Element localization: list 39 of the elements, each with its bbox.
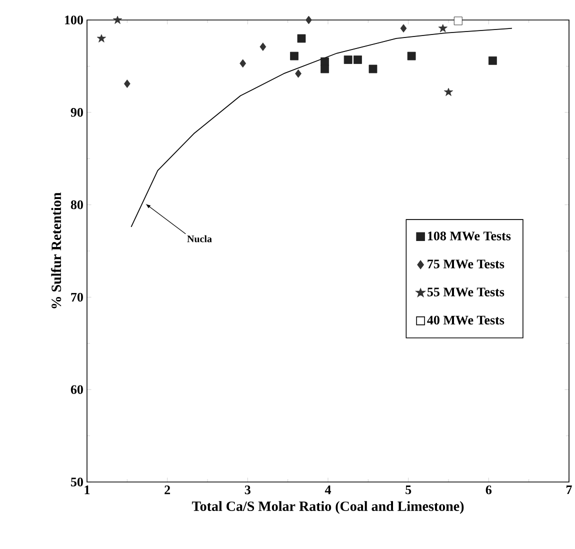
- annotation: Nucla: [187, 235, 212, 242]
- point: [290, 52, 298, 60]
- point: [96, 34, 106, 42]
- y-tick-label: 60: [70, 385, 83, 394]
- x-axis-title: Total Ca/S Molar Ratio (Coal and Limestone): [192, 501, 464, 514]
- point: [112, 16, 122, 24]
- point: [354, 56, 362, 64]
- x-tick-label: 5: [406, 486, 412, 494]
- legend-label: 75 MWe Tests: [428, 260, 504, 268]
- point: [488, 56, 497, 65]
- y-tick-label: 90: [70, 108, 83, 117]
- legend-label: 40 MWe Tests: [427, 316, 504, 325]
- point: [344, 56, 352, 64]
- legend-label: 108 MWe Tests: [428, 232, 511, 240]
- x-tick-label: 4: [324, 486, 332, 494]
- y-tick-label: 70: [71, 292, 83, 302]
- x-tick-label: 1: [84, 486, 90, 494]
- y-tick-label: 50: [70, 478, 83, 486]
- point: [306, 16, 312, 24]
- point: [444, 88, 454, 96]
- point: [368, 64, 378, 74]
- point: [407, 52, 416, 60]
- point: [400, 24, 407, 33]
- y-tick-label: 100: [65, 16, 83, 24]
- point: [438, 24, 448, 32]
- point: [240, 59, 246, 68]
- x-tick-label: 7: [566, 486, 572, 494]
- x-tick-label: 3: [244, 486, 250, 494]
- legend-label: 55 MWe Tests: [427, 288, 504, 296]
- point: [260, 42, 266, 51]
- point: [124, 80, 130, 88]
- point: [295, 69, 302, 78]
- y-axis-title: % Sulfur Retention: [51, 192, 62, 308]
- point: [454, 16, 462, 26]
- x-tick-label: 6: [486, 486, 492, 494]
- x-tick-label: 2: [164, 486, 170, 494]
- y-tick-label: 80: [70, 200, 83, 210]
- point: [297, 34, 306, 43]
- point: [320, 64, 329, 74]
